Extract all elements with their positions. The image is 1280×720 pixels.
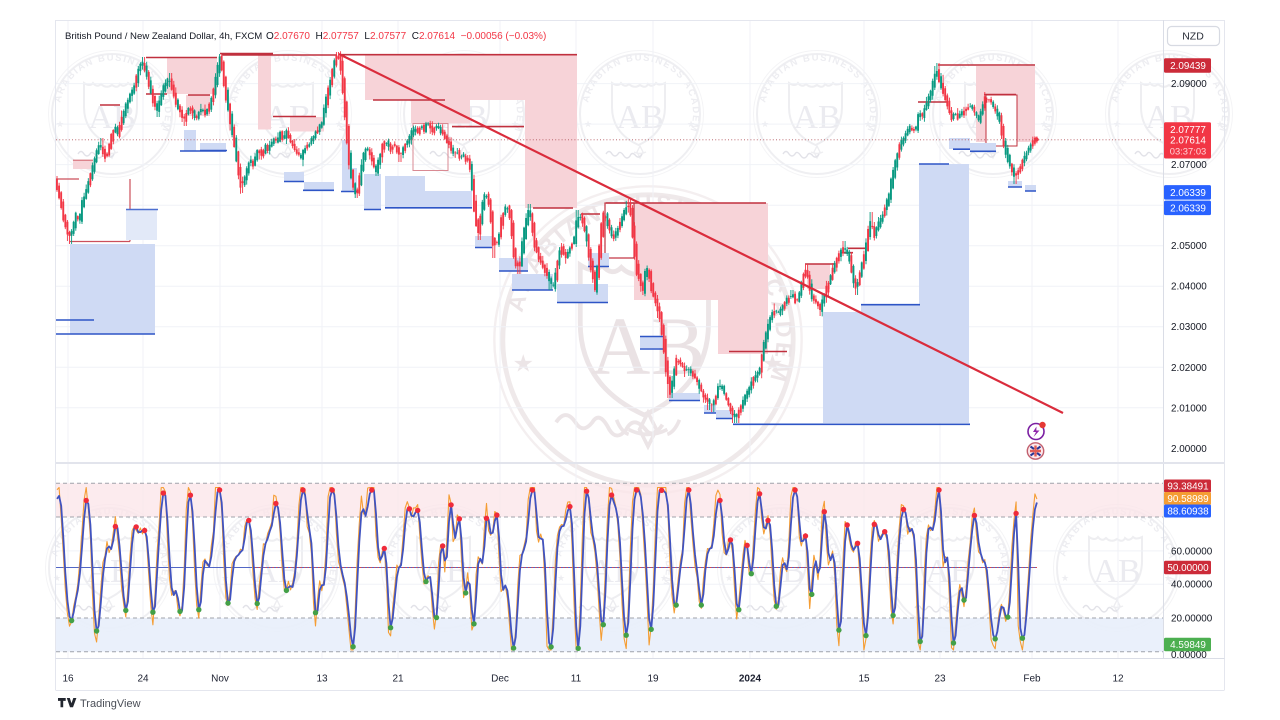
svg-text:2.07614: 2.07614 xyxy=(1170,136,1206,147)
svg-text:2.09439: 2.09439 xyxy=(1170,61,1206,72)
svg-text:O2.07670 H2.07757 L2.07577: O2.07670 H2.07757 L2.07577 C2.07614 −0.0… xyxy=(266,31,546,42)
svg-text:88.60938: 88.60938 xyxy=(1167,507,1209,518)
svg-text:16: 16 xyxy=(62,674,74,685)
svg-text:Dec: Dec xyxy=(491,674,509,685)
svg-text:4.59849: 4.59849 xyxy=(1170,640,1206,651)
svg-text:24: 24 xyxy=(137,674,149,685)
svg-text:2.07777: 2.07777 xyxy=(1170,125,1206,136)
svg-text:60.00000: 60.00000 xyxy=(1171,546,1213,557)
svg-text:2.04000: 2.04000 xyxy=(1171,282,1207,293)
svg-text:0.00000: 0.00000 xyxy=(1171,650,1207,661)
svg-text:19: 19 xyxy=(647,674,659,685)
svg-text:50.00000: 50.00000 xyxy=(1167,563,1209,574)
svg-text:11: 11 xyxy=(571,674,582,685)
svg-text:2.06339: 2.06339 xyxy=(1170,188,1206,199)
svg-text:15: 15 xyxy=(858,674,870,685)
svg-text:2.07000: 2.07000 xyxy=(1171,160,1207,171)
svg-text:12: 12 xyxy=(1112,674,1124,685)
svg-text:British Pound / New Zealand Do: British Pound / New Zealand Dollar, 4h, … xyxy=(65,31,262,42)
svg-text:TradingView: TradingView xyxy=(80,698,141,710)
svg-text:20.00000: 20.00000 xyxy=(1171,613,1213,624)
svg-text:2024: 2024 xyxy=(739,674,762,685)
svg-text:21: 21 xyxy=(392,674,404,685)
svg-text:Nov: Nov xyxy=(211,674,229,685)
svg-text:2.03000: 2.03000 xyxy=(1171,322,1207,333)
svg-text:2.09000: 2.09000 xyxy=(1171,79,1207,90)
svg-text:03:37:03: 03:37:03 xyxy=(1170,146,1207,157)
svg-text:2.05000: 2.05000 xyxy=(1171,241,1207,252)
svg-text:2.02000: 2.02000 xyxy=(1171,363,1207,374)
svg-text:13: 13 xyxy=(316,674,328,685)
svg-text:90.58989: 90.58989 xyxy=(1167,494,1209,505)
svg-text:2.00000: 2.00000 xyxy=(1171,444,1207,455)
svg-text:93.38491: 93.38491 xyxy=(1167,482,1209,493)
svg-text:Feb: Feb xyxy=(1023,674,1041,685)
svg-text:2.06339: 2.06339 xyxy=(1170,203,1206,214)
svg-text:40.00000: 40.00000 xyxy=(1171,580,1213,591)
svg-text:23: 23 xyxy=(934,674,946,685)
svg-text:NZD: NZD xyxy=(1182,31,1204,43)
svg-text:2.01000: 2.01000 xyxy=(1171,403,1207,414)
